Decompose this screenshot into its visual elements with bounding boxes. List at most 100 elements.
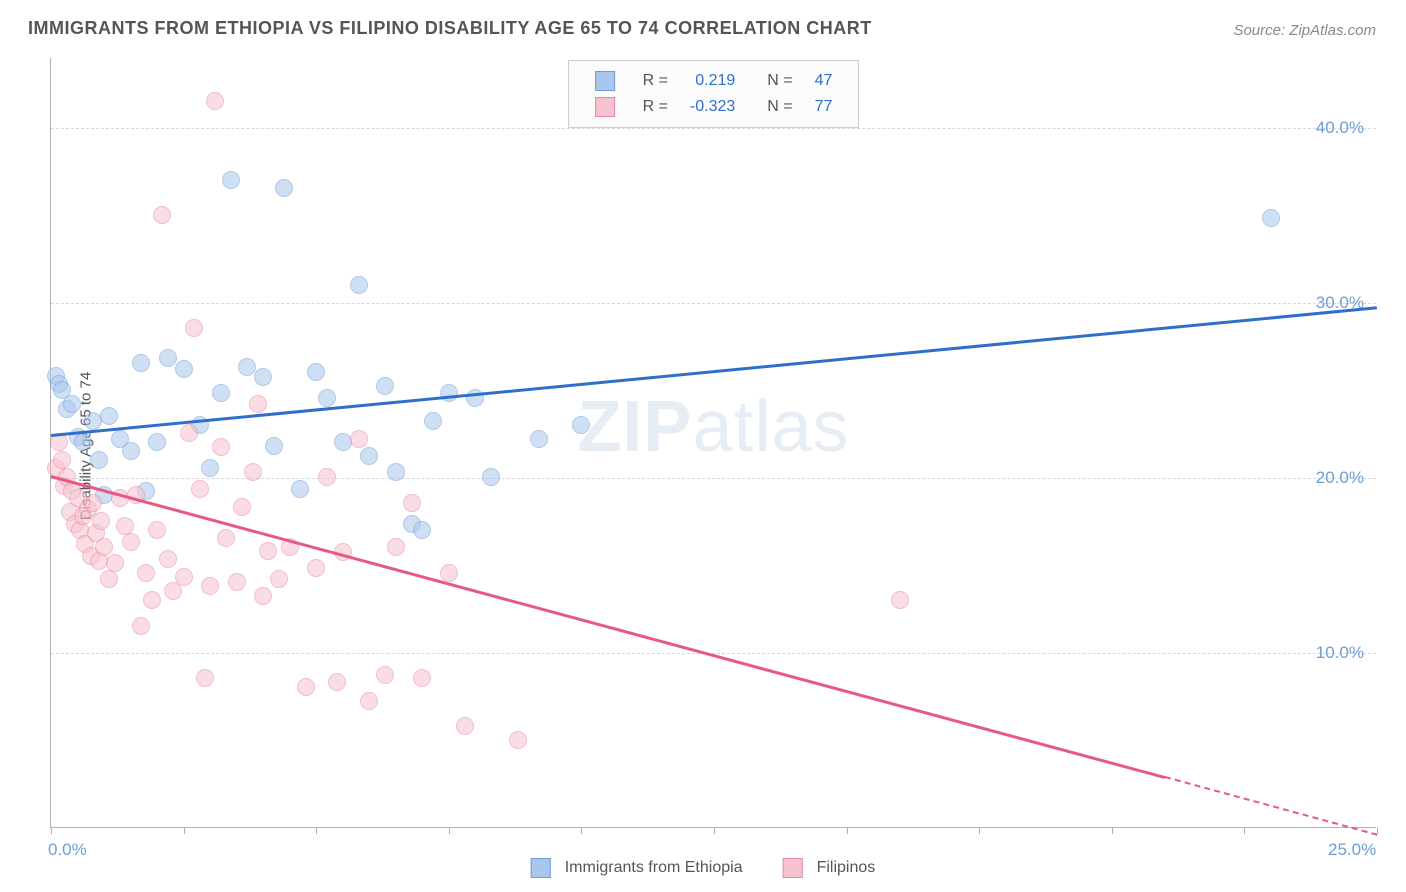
trendline [51,475,1165,778]
scatter-point [74,433,92,451]
x-tick [184,827,185,834]
x-tick [581,827,582,834]
r-value-ethiopia: 0.219 [680,69,745,93]
scatter-point [350,276,368,294]
scatter-point [201,459,219,477]
gridline [51,303,1376,304]
scatter-point [122,442,140,460]
scatter-point [360,692,378,710]
scatter-point [233,498,251,516]
scatter-point [63,395,81,413]
scatter-point [191,480,209,498]
legend-row-filipinos: R = -0.323 N = 77 [585,95,843,119]
scatter-point [153,206,171,224]
legend-row-ethiopia: R = 0.219 N = 47 [585,69,843,93]
scatter-point [482,468,500,486]
scatter-point [376,377,394,395]
scatter-point [84,494,102,512]
scatter-point [440,384,458,402]
scatter-point [196,669,214,687]
scatter-point [175,360,193,378]
scatter-point [318,389,336,407]
n-label: N = [747,69,802,93]
scatter-point [1262,209,1280,227]
scatter-point [275,179,293,197]
legend-label: Immigrants from Ethiopia [565,859,743,877]
scatter-point [307,363,325,381]
n-value-ethiopia: 47 [805,69,843,93]
scatter-point [222,171,240,189]
trendline-dashed [1165,776,1378,836]
scatter-point [122,533,140,551]
scatter-point [530,430,548,448]
scatter-point [328,673,346,691]
scatter-point [270,570,288,588]
x-tick [1112,827,1113,834]
scatter-point [159,550,177,568]
scatter-point [92,512,110,530]
scatter-point [148,433,166,451]
scatter-point [254,587,272,605]
y-tick-label: 40.0% [1316,118,1364,138]
scatter-point [132,354,150,372]
x-tick [847,827,848,834]
scatter-point [440,564,458,582]
x-tick [316,827,317,834]
x-tick [51,827,52,834]
correlation-legend: R = 0.219 N = 47 R = -0.323 N = 77 [568,60,860,128]
x-tick [714,827,715,834]
x-tick [449,827,450,834]
scatter-point [95,538,113,556]
scatter-point [206,92,224,110]
swatch-ethiopia-icon [531,858,551,878]
scatter-point [175,568,193,586]
scatter-point [148,521,166,539]
scatter-point [159,349,177,367]
scatter-point [53,451,71,469]
plot-area: ZIPatlas R = 0.219 N = 47 R = -0.323 N =… [50,58,1376,828]
scatter-point [143,591,161,609]
scatter-point [201,577,219,595]
scatter-point [572,416,590,434]
scatter-point [254,368,272,386]
scatter-point [291,480,309,498]
scatter-point [100,570,118,588]
swatch-ethiopia [595,71,615,91]
scatter-point [307,559,325,577]
n-value-filipinos: 77 [805,95,843,119]
r-label: R = [633,69,678,93]
swatch-filipinos [595,97,615,117]
scatter-point [249,395,267,413]
scatter-point [132,617,150,635]
scatter-point [456,717,474,735]
source-attribution: Source: ZipAtlas.com [1233,22,1376,39]
scatter-point [228,573,246,591]
scatter-point [350,430,368,448]
scatter-point [244,463,262,481]
swatch-filipinos-icon [783,858,803,878]
scatter-point [90,451,108,469]
scatter-point [259,542,277,560]
scatter-point [185,319,203,337]
scatter-point [360,447,378,465]
scatter-point [137,564,155,582]
n-label: N = [747,95,802,119]
scatter-point [238,358,256,376]
scatter-point [100,407,118,425]
x-tick [979,827,980,834]
chart-title: IMMIGRANTS FROM ETHIOPIA VS FILIPINO DIS… [28,18,872,39]
r-value-filipinos: -0.323 [680,95,745,119]
r-label: R = [633,95,678,119]
scatter-point [891,591,909,609]
x-tick-label-min: 0.0% [48,840,87,860]
scatter-point [217,529,235,547]
scatter-point [376,666,394,684]
scatter-point [212,438,230,456]
scatter-point [297,678,315,696]
legend-label: Filipinos [817,859,876,877]
scatter-point [387,463,405,481]
scatter-point [387,538,405,556]
scatter-point [318,468,336,486]
scatter-point [106,554,124,572]
scatter-point [509,731,527,749]
